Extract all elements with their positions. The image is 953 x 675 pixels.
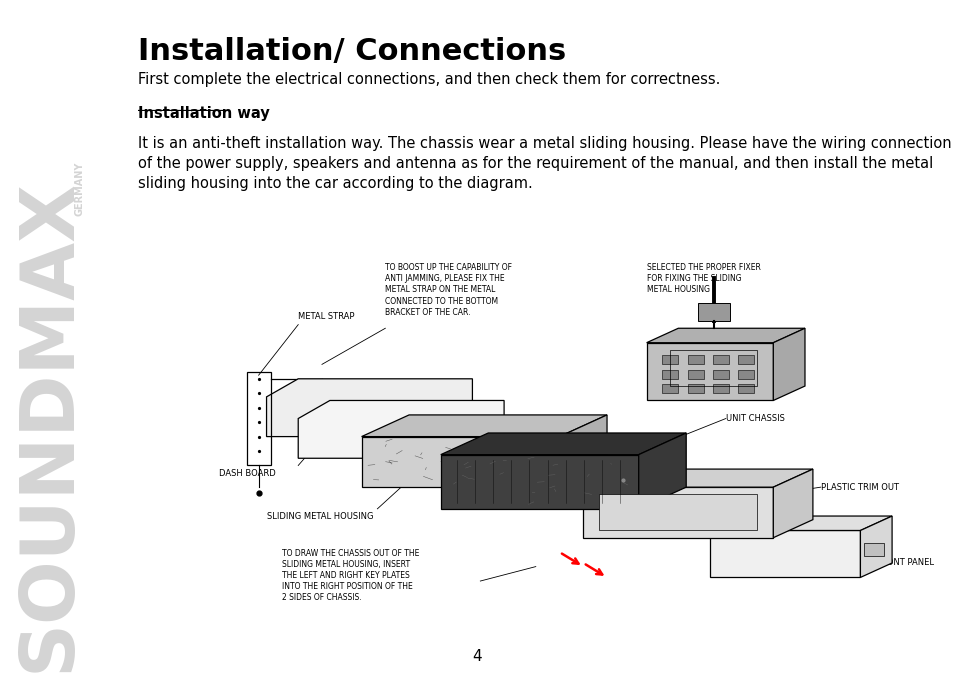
Polygon shape [709, 531, 860, 577]
Polygon shape [638, 433, 685, 509]
Text: 4: 4 [472, 649, 481, 664]
Bar [738, 355, 754, 364]
Polygon shape [582, 487, 773, 538]
Text: TO BOOST UP THE CAPABILITY OF
ANTI JAMMING, PLEASE FIX THE
METAL STRAP ON THE ME: TO BOOST UP THE CAPABILITY OF ANTI JAMMI… [385, 263, 512, 317]
Polygon shape [773, 469, 812, 538]
Text: First complete the electrical connections, and then check them for correctness.: First complete the electrical connection… [138, 72, 720, 87]
Text: SLIDING METAL HOUSING: SLIDING METAL HOUSING [266, 512, 373, 521]
Bar [687, 384, 703, 394]
Text: TO DRAW THE CHASSIS OUT OF THE
SLIDING METAL HOUSING, INSERT
THE LEFT AND RIGHT : TO DRAW THE CHASSIS OUT OF THE SLIDING M… [282, 549, 419, 602]
Polygon shape [598, 494, 757, 531]
Polygon shape [860, 516, 891, 577]
Bar [698, 303, 729, 321]
Polygon shape [440, 455, 638, 509]
Bar [713, 370, 728, 379]
Bar [661, 384, 678, 394]
Polygon shape [646, 328, 804, 343]
Polygon shape [709, 516, 891, 531]
Text: PLASTIC TRIM OUT: PLASTIC TRIM OUT [820, 483, 898, 491]
Bar [738, 370, 754, 379]
Text: DASH BOARD: DASH BOARD [219, 469, 275, 478]
Polygon shape [361, 437, 558, 487]
Text: SOUNDMAX: SOUNDMAX [13, 178, 86, 672]
Bar [661, 370, 678, 379]
Polygon shape [361, 415, 606, 437]
Text: It is an anti-theft installation way. The chassis wear a metal sliding housing. : It is an anti-theft installation way. Th… [138, 136, 951, 191]
Bar [687, 370, 703, 379]
Text: Installation/ Connections: Installation/ Connections [138, 37, 566, 66]
Bar [687, 355, 703, 364]
Bar [738, 384, 754, 394]
Text: GERMANY: GERMANY [74, 162, 84, 216]
Bar [661, 355, 678, 364]
Bar [713, 355, 728, 364]
Polygon shape [773, 328, 804, 400]
Text: METAL STRAP: METAL STRAP [298, 312, 355, 321]
Polygon shape [558, 415, 606, 487]
Polygon shape [298, 400, 503, 458]
Polygon shape [646, 343, 773, 400]
Polygon shape [582, 469, 812, 487]
Text: UNIT CHASSIS: UNIT CHASSIS [725, 414, 784, 423]
Text: Installation way: Installation way [138, 106, 270, 121]
Bar [713, 384, 728, 394]
Text: FRONT PANEL: FRONT PANEL [875, 558, 933, 568]
Text: SELECTED THE PROPER FIXER
FOR FIXING THE SLIDING
METAL HOUSING: SELECTED THE PROPER FIXER FOR FIXING THE… [646, 263, 760, 294]
Polygon shape [440, 433, 685, 455]
Bar [863, 543, 883, 556]
Polygon shape [266, 379, 472, 437]
